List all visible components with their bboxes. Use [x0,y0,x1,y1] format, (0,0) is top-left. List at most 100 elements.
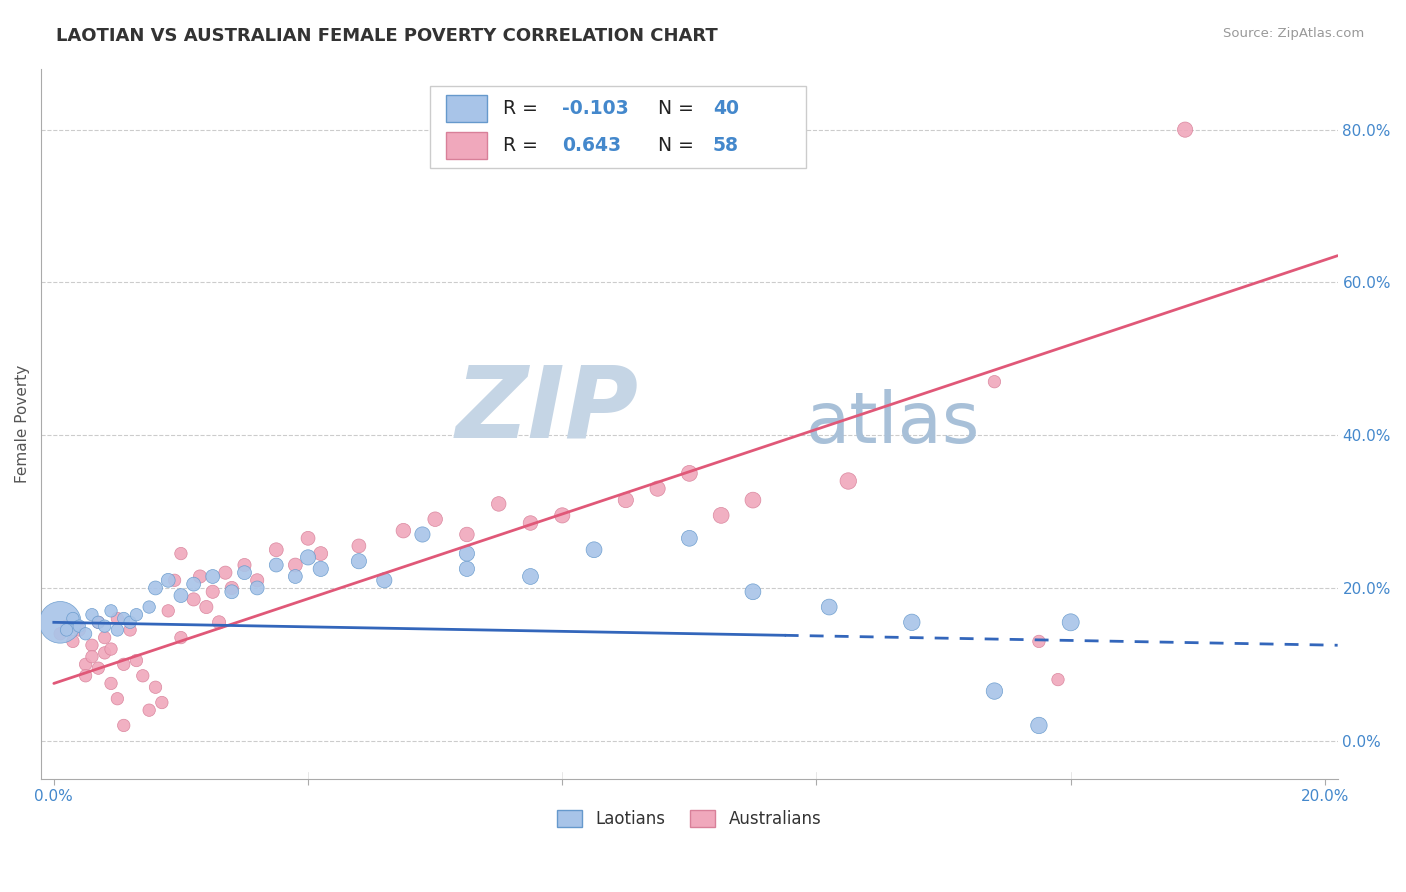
Point [62,611,84,625]
Point [208,615,231,630]
Point [264,542,287,557]
Point [456,527,478,541]
Point [125,653,148,667]
Point [309,562,332,576]
Point [297,550,319,565]
Point [456,547,478,561]
Point [87,661,110,675]
Point [309,547,332,561]
Text: R =: R = [503,136,550,155]
FancyBboxPatch shape [446,95,486,122]
Point [55,623,77,637]
Point [647,482,669,496]
Point [1174,122,1197,136]
Text: R =: R = [503,99,544,118]
Point [87,615,110,630]
Text: LAOTIAN VS AUSTRALIAN FEMALE POVERTY CORRELATION CHART: LAOTIAN VS AUSTRALIAN FEMALE POVERTY COR… [56,27,718,45]
Point [55,619,77,633]
Point [297,531,319,545]
Point [373,574,395,588]
Point [93,631,115,645]
Point [1060,615,1083,630]
Text: 0.643: 0.643 [562,136,621,155]
Text: 58: 58 [713,136,738,155]
Point [93,619,115,633]
FancyBboxPatch shape [446,132,486,160]
Text: 40: 40 [713,99,738,118]
Point [112,611,135,625]
Point [170,631,193,645]
Point [49,627,72,641]
Point [93,646,115,660]
Point [1028,718,1050,732]
Point [347,554,370,568]
Point [145,680,167,694]
Point [837,474,859,488]
Y-axis label: Female Poverty: Female Poverty [15,365,30,483]
Point [221,584,243,599]
Text: -0.103: -0.103 [562,99,628,118]
Point [519,516,541,530]
Point [87,615,110,630]
Point [120,623,142,637]
Point [100,676,122,690]
Text: N =: N = [658,99,700,118]
Point [100,642,122,657]
Point [818,600,841,615]
Point [112,657,135,672]
Point [221,581,243,595]
Point [80,649,103,664]
Point [80,638,103,652]
Point [62,634,84,648]
Point [170,589,193,603]
Point [67,623,90,637]
Point [901,615,924,630]
Point [201,584,224,599]
Text: Source: ZipAtlas.com: Source: ZipAtlas.com [1223,27,1364,40]
Point [105,611,128,625]
Point [1046,673,1069,687]
Point [150,696,173,710]
Point [157,604,180,618]
Point [120,615,142,630]
Point [183,577,205,591]
Point [138,703,160,717]
Point [983,684,1005,698]
Point [246,574,269,588]
Text: ZIP: ZIP [456,361,638,458]
Point [583,542,606,557]
Point [710,508,733,523]
Point [157,574,180,588]
Point [49,615,72,630]
Point [100,604,122,618]
Point [551,508,574,523]
Point [80,607,103,622]
Point [1028,634,1050,648]
Point [67,619,90,633]
Point [284,558,307,572]
Point [112,718,135,732]
Point [614,493,637,508]
Point [201,569,224,583]
Point [742,493,765,508]
Point [170,547,193,561]
Point [195,600,218,615]
Point [519,569,541,583]
Point [188,569,211,583]
Point [105,691,128,706]
Point [456,562,478,576]
Point [264,558,287,572]
Point [75,669,97,683]
Legend: Laotians, Australians: Laotians, Australians [551,803,828,835]
Point [423,512,446,526]
Point [284,569,307,583]
Point [105,623,128,637]
Point [163,574,186,588]
Point [392,524,415,538]
Point [742,584,765,599]
Point [678,467,700,481]
FancyBboxPatch shape [430,87,806,168]
Point [214,566,236,580]
Point [75,657,97,672]
Point [488,497,510,511]
